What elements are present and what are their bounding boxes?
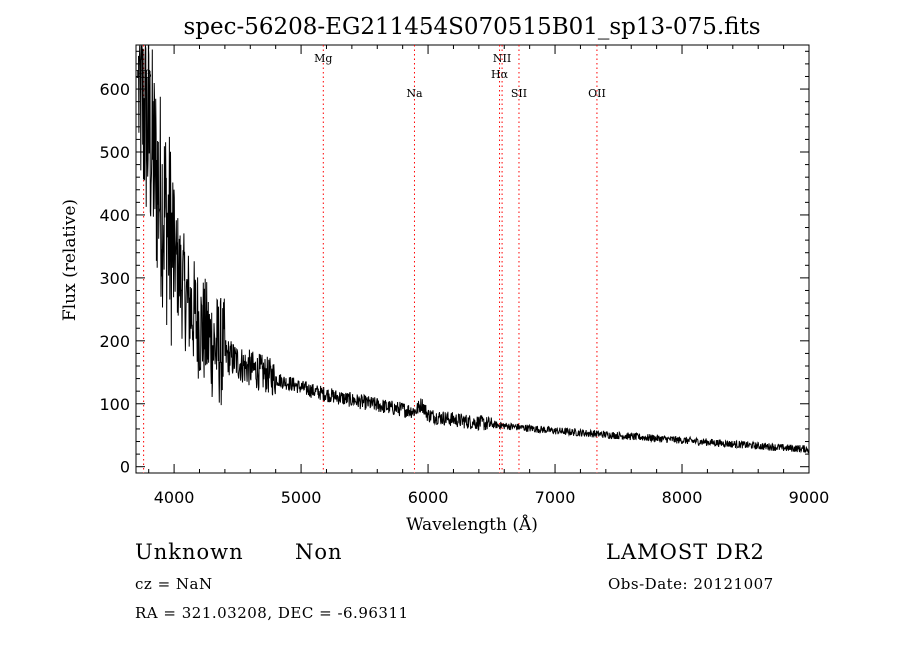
line-label: SII: [511, 87, 527, 100]
y-tick-label: 500: [99, 143, 130, 162]
line-label: Na: [406, 87, 423, 100]
y-tick-label: 0: [120, 458, 130, 477]
x-axis-label: Wavelength (Å): [406, 514, 538, 535]
axis-ticks: 4000 5000 6000 7000 8000 9000 0 100 200 300 400 500…: [99, 45, 829, 507]
object-class: Unknown: [135, 540, 244, 564]
chart-title: spec-56208-EG211454S070515B01_sp13-075.f…: [183, 14, 760, 40]
x-tick-label: 4000: [154, 488, 195, 507]
survey-name: LAMOST DR2: [606, 540, 765, 564]
line-label: NII: [493, 52, 511, 65]
x-tick-label: 5000: [281, 488, 322, 507]
line-label: Mg: [314, 52, 332, 65]
x-tick-label: 6000: [408, 488, 449, 507]
coordinates: RA = 321.03208, DEC = -6.96311: [135, 604, 409, 622]
y-tick-label: 200: [99, 332, 130, 351]
y-tick-label: 300: [99, 269, 130, 288]
y-tick-label: 400: [99, 206, 130, 225]
x-tick-label: 8000: [662, 488, 703, 507]
object-subclass: Non: [295, 540, 343, 564]
y-axis-label: Flux (relative): [60, 199, 80, 321]
x-tick-label: 7000: [535, 488, 576, 507]
observation-date: Obs-Date: 20121007: [608, 575, 774, 593]
plot-frame: [135, 44, 810, 474]
line-label: Hα: [491, 68, 509, 81]
spectrum-series: [138, 45, 810, 454]
x-tick-label: 9000: [789, 488, 830, 507]
y-tick-label: 600: [99, 80, 130, 99]
spectrum-line: [138, 45, 810, 454]
y-tick-label: 100: [99, 395, 130, 414]
redshift-cz: cz = NaN: [135, 575, 213, 593]
line-label: OII: [588, 87, 606, 100]
